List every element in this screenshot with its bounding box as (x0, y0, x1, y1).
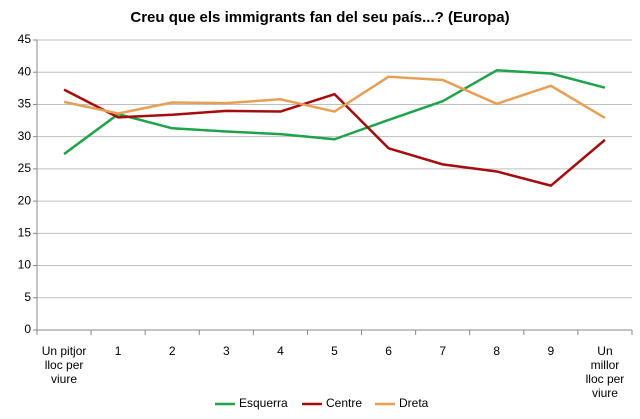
x-tick-label: 7 (439, 344, 447, 358)
x-tick-label: 1 (114, 344, 122, 358)
x-tick-label: Un pitjor lloc per viure (41, 344, 87, 386)
legend-label: Esquerra (239, 396, 288, 410)
legend-label: Dreta (399, 396, 429, 410)
x-tick-label: 2 (168, 344, 176, 358)
y-tick-label: 40 (18, 64, 32, 78)
x-tick-label: 6 (385, 344, 392, 358)
x-tick-label: 4 (277, 344, 284, 358)
y-tick-label: 15 (18, 226, 32, 240)
y-tick-label: 35 (18, 97, 32, 111)
y-tick-label: 25 (18, 161, 32, 175)
chart-title: Creu que els immigrants fan del seu país… (130, 9, 509, 26)
y-tick-label: 30 (18, 129, 32, 143)
series-line (63, 75, 606, 120)
y-tick-label: 20 (18, 193, 32, 207)
x-tick-label: 3 (222, 344, 230, 358)
x-tick-label: 5 (331, 344, 338, 358)
series-line (63, 69, 606, 156)
y-tick-label: 45 (18, 32, 32, 46)
series-line (63, 88, 606, 187)
y-tick-label: 0 (24, 322, 31, 336)
x-tick-label: 9 (547, 344, 555, 358)
legend-label: Centre (326, 396, 362, 410)
y-tick-label: 10 (18, 258, 32, 272)
y-tick-label: 5 (24, 290, 31, 304)
x-tick-label: 8 (493, 344, 501, 358)
x-tick-label: Un millor lloc per viure (585, 344, 625, 400)
